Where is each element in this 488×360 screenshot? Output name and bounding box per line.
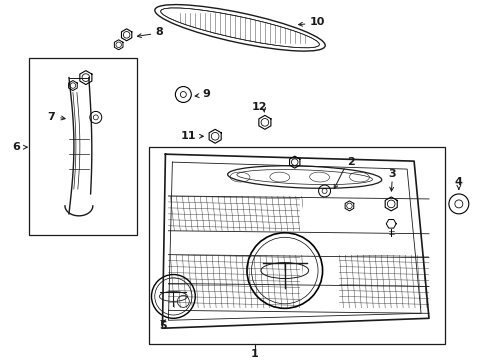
Bar	[339, 255, 428, 309]
Bar	[148, 147, 444, 344]
Text: 12: 12	[252, 103, 267, 112]
Bar	[168, 196, 302, 231]
Text: 10: 10	[309, 17, 325, 27]
Text: 4: 4	[454, 177, 462, 187]
Text: 3: 3	[387, 169, 395, 179]
Text: 9: 9	[202, 90, 210, 99]
Text: 6: 6	[12, 142, 20, 152]
Text: 7: 7	[47, 112, 55, 122]
Text: 1: 1	[250, 349, 258, 359]
Bar	[29, 58, 136, 235]
Bar	[168, 255, 302, 309]
Text: 11: 11	[181, 131, 196, 141]
Text: 2: 2	[347, 157, 354, 167]
Text: 8: 8	[155, 27, 163, 37]
Text: 5: 5	[159, 321, 167, 331]
